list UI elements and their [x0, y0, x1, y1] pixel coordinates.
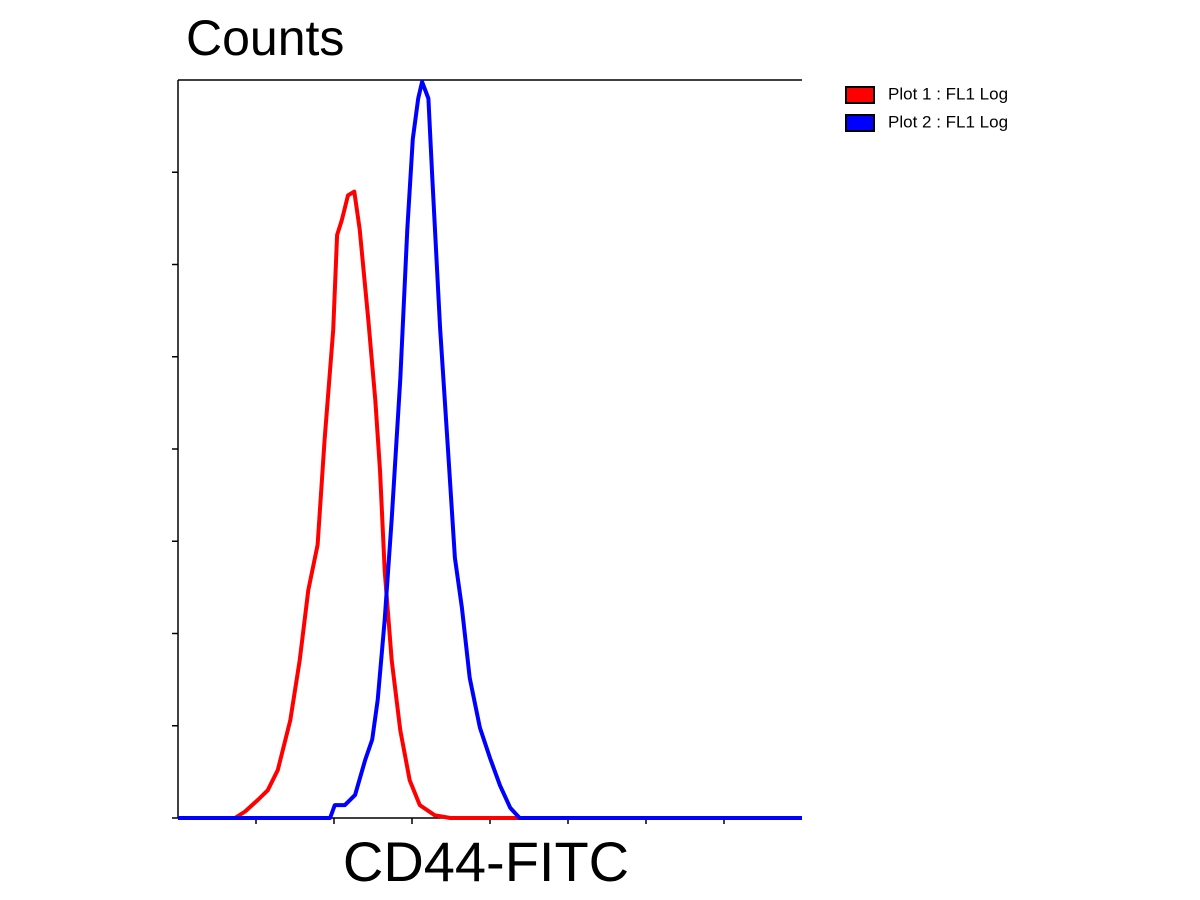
legend-swatch	[845, 86, 875, 104]
chart-title: Counts	[186, 10, 344, 66]
histogram-line	[178, 189, 802, 820]
legend-label: Plot 2 : FL1 Log	[888, 112, 1008, 131]
histogram-line	[178, 79, 802, 820]
legend-label: Plot 1 : FL1 Log	[888, 84, 1008, 103]
legend-swatch	[845, 114, 875, 132]
x-axis-label: CD44-FITC	[343, 830, 629, 893]
